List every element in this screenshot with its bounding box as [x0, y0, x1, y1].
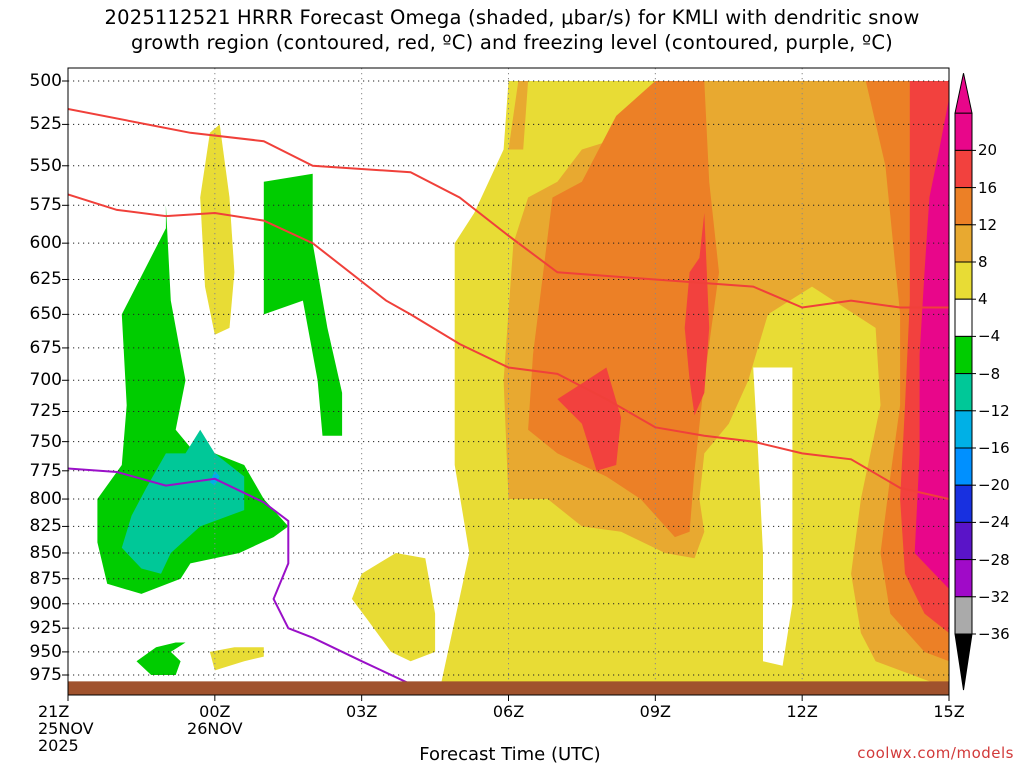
dgz-contour-line — [68, 193, 949, 500]
x-tick-label: 00Z 26NOV — [175, 703, 255, 737]
omega-region-12 — [914, 98, 949, 589]
x-tick-label-line: 21Z — [38, 702, 70, 721]
colorbar-label: −16 — [978, 439, 1010, 457]
y-tick-label: 575 — [29, 195, 62, 216]
y-tick-label: 525 — [29, 114, 62, 135]
omega-region-1 — [200, 124, 235, 335]
y-tick-label: 950 — [29, 641, 62, 662]
x-tick-label-line: 12Z — [786, 702, 818, 721]
x-tick-label: 15Z — [909, 703, 989, 720]
omega-region-6 — [508, 81, 529, 150]
y-tick-label: 500 — [29, 71, 62, 91]
colorbar-band — [954, 224, 973, 263]
y-tick-label: 700 — [29, 370, 62, 391]
y-tick-label: 975 — [29, 665, 62, 685]
x-tick-label: 06Z — [469, 703, 549, 720]
colorbar-band — [954, 149, 973, 189]
x-tick-label-line: 03Z — [345, 702, 378, 721]
colorbar-label: 4 — [978, 290, 988, 309]
y-tick-label: 625 — [29, 269, 62, 290]
colorbar-label: −20 — [978, 476, 1010, 495]
colorbar-band — [954, 261, 973, 300]
x-tick-label-line: 2025 — [38, 736, 79, 755]
colorbar-label: −12 — [978, 401, 1010, 420]
y-tick-label: 750 — [29, 431, 62, 452]
y-tick-label: 600 — [29, 233, 62, 254]
colorbar-band — [954, 187, 973, 226]
colorbar-band — [954, 373, 973, 412]
colorbar-label: −32 — [978, 587, 1010, 606]
colorbar-label: 20 — [978, 141, 998, 160]
colorbar-band — [954, 484, 973, 523]
chart-title: 2025112521 HRRR Forecast Omega (shaded, … — [104, 6, 920, 29]
colorbar-band — [954, 112, 973, 151]
colorbar-label: −28 — [978, 550, 1010, 569]
y-tick-label: 825 — [29, 516, 62, 537]
x-tick-label-line: 15Z — [933, 702, 965, 721]
y-tick-label: 850 — [29, 542, 62, 563]
omega-region-7 — [528, 81, 719, 538]
y-tick-label: 775 — [29, 460, 62, 481]
x-tick-label: 09Z — [615, 703, 695, 720]
colorbar-label: 16 — [978, 178, 998, 197]
colorbar-band — [954, 559, 973, 598]
y-tick-label: 925 — [29, 618, 62, 639]
x-tick-label-line: 25NOV — [38, 719, 94, 738]
colorbar-label: −36 — [978, 625, 1010, 643]
x-tick-label: 12Z — [762, 703, 842, 720]
colorbar-band — [954, 447, 973, 486]
colorbar-band — [954, 410, 973, 449]
omega-region-3 — [209, 647, 264, 671]
y-tick-label: 550 — [29, 155, 62, 176]
x-tick-label-line: 00Z — [199, 702, 231, 721]
omega-region-15 — [136, 642, 186, 675]
colorbar-band — [954, 298, 973, 337]
x-tick-label: 03Z — [322, 703, 402, 720]
omega-region-9 — [557, 367, 622, 471]
colorbar-label: 8 — [978, 253, 988, 271]
colorbar-label: −24 — [978, 513, 1010, 532]
dgz-contour-line — [68, 108, 949, 309]
colorbar-band — [954, 521, 973, 561]
y-tick-label: 725 — [29, 401, 62, 422]
y-tick-label: 650 — [29, 304, 62, 325]
colorbar-top-arrow — [954, 73, 973, 114]
x-tick-label-line: 26NOV — [187, 719, 243, 738]
y-tick-label: 800 — [29, 489, 62, 510]
colorbar-label: −4 — [978, 327, 1001, 346]
colorbar-label: 12 — [978, 215, 998, 234]
x-tick-label-line: 06Z — [492, 702, 525, 721]
credit-link[interactable]: coolwx.com/models — [857, 744, 1014, 762]
omega-region-10 — [684, 213, 710, 416]
colorbar-bottom-arrow — [954, 633, 973, 691]
x-axis-title: Forecast Time (UTC) — [419, 744, 601, 765]
omega-region-16 — [121, 429, 245, 574]
colorbar-band — [954, 596, 973, 635]
y-tick-label: 675 — [29, 337, 62, 358]
terrain-band — [68, 681, 949, 695]
y-tick-label: 900 — [29, 593, 62, 614]
colorbar-label: −8 — [978, 364, 1001, 383]
chart-title-line-2: growth region (contoured, red, ºC) and f… — [131, 31, 893, 54]
x-tick-label-line: 09Z — [639, 702, 671, 721]
x-tick-label: 21Z 25NOV 2025 — [38, 703, 118, 754]
omega-region-2 — [351, 553, 436, 662]
y-tick-label: 875 — [29, 568, 62, 589]
colorbar-band — [954, 335, 973, 375]
omega-region-14 — [263, 173, 343, 436]
